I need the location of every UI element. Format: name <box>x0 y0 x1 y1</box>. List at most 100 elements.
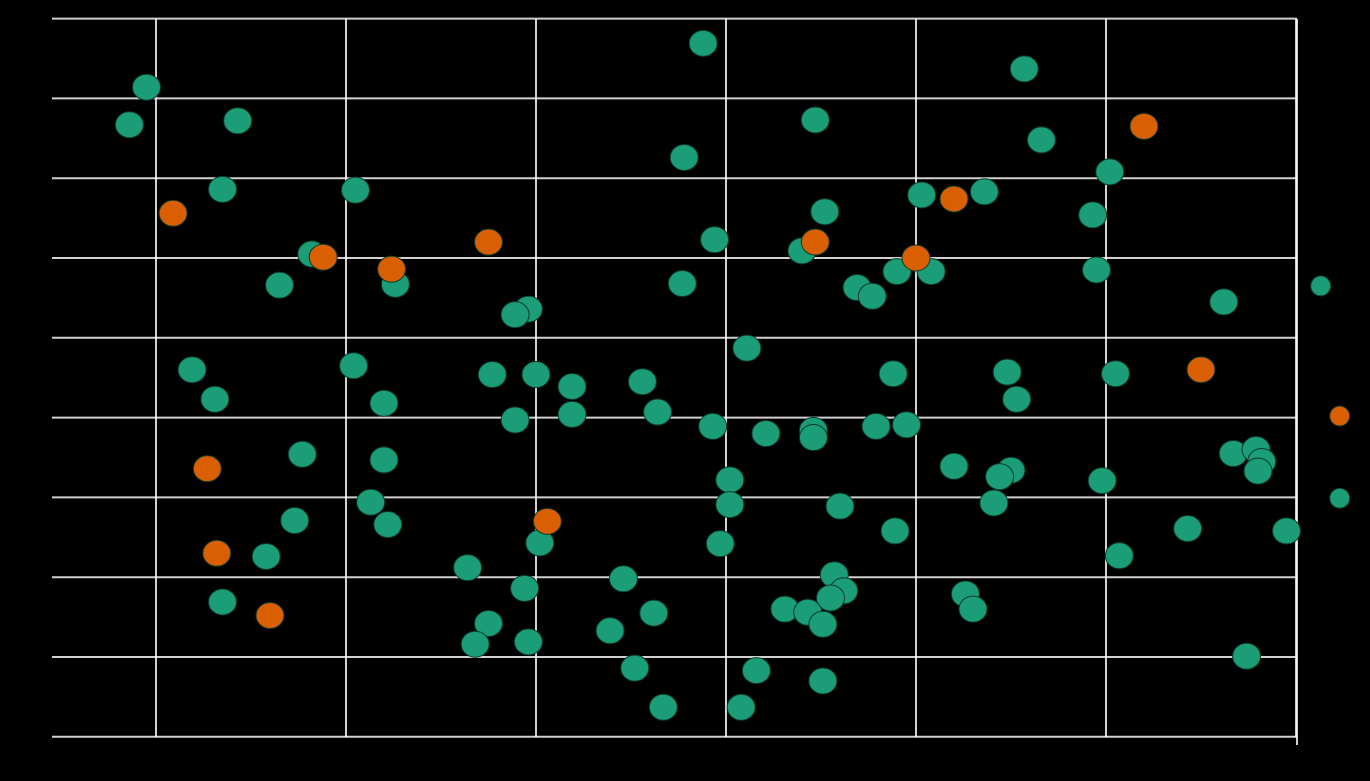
series-1 <box>158 112 1351 630</box>
data-point-s0-37 <box>878 360 908 388</box>
data-point-s0-41 <box>1002 385 1032 413</box>
data-point-s0-69 <box>373 511 403 539</box>
data-point-s0-42 <box>369 389 399 417</box>
data-point-s0-50 <box>861 412 891 440</box>
data-point-s0-71 <box>880 517 910 545</box>
data-point-s0-30 <box>732 334 762 362</box>
data-point-s0-7 <box>669 143 699 171</box>
data-point-s0-3 <box>114 111 144 139</box>
data-point-s1-13 <box>255 602 285 630</box>
data-point-s0-79 <box>608 565 638 593</box>
data-point-s0-86 <box>958 595 988 623</box>
data-point-s0-93 <box>208 588 237 616</box>
data-point-s1-11 <box>532 507 562 535</box>
data-point-s0-66 <box>1329 487 1351 509</box>
data-point-s0-10 <box>969 178 999 206</box>
data-point-s0-48 <box>751 420 781 448</box>
data-point-s0-43 <box>557 400 587 428</box>
data-point-s0-1 <box>1009 55 1039 83</box>
data-point-s0-6 <box>1026 126 1056 154</box>
data-point-s0-8 <box>1095 158 1125 186</box>
data-point-s1-0 <box>1129 112 1159 140</box>
data-point-s0-39 <box>627 368 657 396</box>
data-point-s0-77 <box>453 554 483 582</box>
data-point-s0-2 <box>132 73 161 101</box>
data-point-s0-67 <box>356 488 386 516</box>
data-point-s0-12 <box>1078 201 1108 229</box>
data-point-s0-99 <box>726 693 756 721</box>
data-point-s0-96 <box>1232 642 1262 670</box>
data-point-s0-29 <box>1209 288 1239 316</box>
data-point-s0-89 <box>595 617 625 645</box>
data-point-s0-56 <box>1243 457 1273 485</box>
data-point-s1-7 <box>377 255 407 283</box>
data-point-s0-45 <box>500 406 530 434</box>
data-point-s0-88 <box>474 609 503 637</box>
data-point-s0-94 <box>620 654 650 682</box>
data-point-s0-60 <box>985 463 1015 491</box>
data-point-s0-65 <box>979 489 1009 517</box>
data-point-s0-91 <box>460 630 490 658</box>
data-point-s0-21 <box>667 270 697 298</box>
data-point-s0-61 <box>1087 467 1117 495</box>
data-point-s0-95 <box>741 657 771 685</box>
data-point-s0-11 <box>208 175 237 203</box>
data-point-s0-82 <box>816 584 845 612</box>
series-0 <box>114 29 1351 721</box>
data-point-s0-70 <box>1272 517 1301 545</box>
data-points <box>114 29 1351 721</box>
data-point-s0-28 <box>857 282 887 310</box>
data-point-s1-9 <box>1186 356 1216 384</box>
grid-lines <box>52 17 1298 745</box>
data-point-s1-2 <box>939 185 969 213</box>
data-point-s0-31 <box>177 356 207 384</box>
data-point-s0-52 <box>287 440 317 468</box>
data-point-s0-74 <box>705 530 735 558</box>
data-point-s0-92 <box>513 628 543 656</box>
data-point-s0-98 <box>648 693 678 721</box>
data-point-s0-57 <box>369 446 399 474</box>
data-point-s0-32 <box>339 352 369 380</box>
data-point-s0-46 <box>892 411 921 439</box>
data-point-s1-12 <box>202 539 232 567</box>
data-point-s0-14 <box>810 198 840 226</box>
data-point-s1-1 <box>158 199 188 227</box>
data-point-s0-34 <box>521 361 551 389</box>
data-point-s0-59 <box>939 452 969 480</box>
data-point-s0-97 <box>808 667 838 695</box>
data-point-s0-76 <box>1104 542 1134 570</box>
data-point-s0-33 <box>477 361 507 389</box>
data-point-s0-87 <box>639 599 669 627</box>
data-point-s0-24 <box>1310 275 1332 297</box>
data-point-s0-62 <box>715 466 745 494</box>
data-point-s0-38 <box>557 372 587 400</box>
data-point-s0-15 <box>700 226 730 254</box>
data-point-s0-4 <box>223 107 253 135</box>
data-point-s0-90 <box>808 610 838 638</box>
data-point-s0-47 <box>698 412 728 440</box>
data-point-s0-35 <box>992 358 1022 386</box>
data-point-s1-6 <box>308 243 338 271</box>
data-point-s0-25 <box>265 271 294 299</box>
data-point-s1-3 <box>800 228 830 256</box>
data-point-s0-68 <box>280 507 310 535</box>
data-point-s1-5 <box>901 244 931 272</box>
data-point-s0-75 <box>251 542 281 570</box>
data-point-s1-10 <box>192 455 222 483</box>
data-point-s0-72 <box>1173 515 1203 543</box>
data-point-s0-13 <box>341 176 370 204</box>
data-point-s1-4 <box>474 228 503 256</box>
data-point-s0-36 <box>1101 360 1130 388</box>
data-point-s0-63 <box>715 491 745 519</box>
data-point-s0-0 <box>688 29 718 57</box>
data-point-s0-27 <box>500 301 530 329</box>
data-point-s1-8 <box>1329 405 1351 427</box>
data-point-s0-51 <box>798 424 828 452</box>
data-point-s0-5 <box>800 106 830 134</box>
data-point-s0-64 <box>825 492 855 520</box>
data-point-s0-40 <box>200 385 230 413</box>
data-point-s0-9 <box>907 181 937 209</box>
data-point-s0-44 <box>643 398 673 426</box>
data-point-s0-80 <box>510 574 540 602</box>
